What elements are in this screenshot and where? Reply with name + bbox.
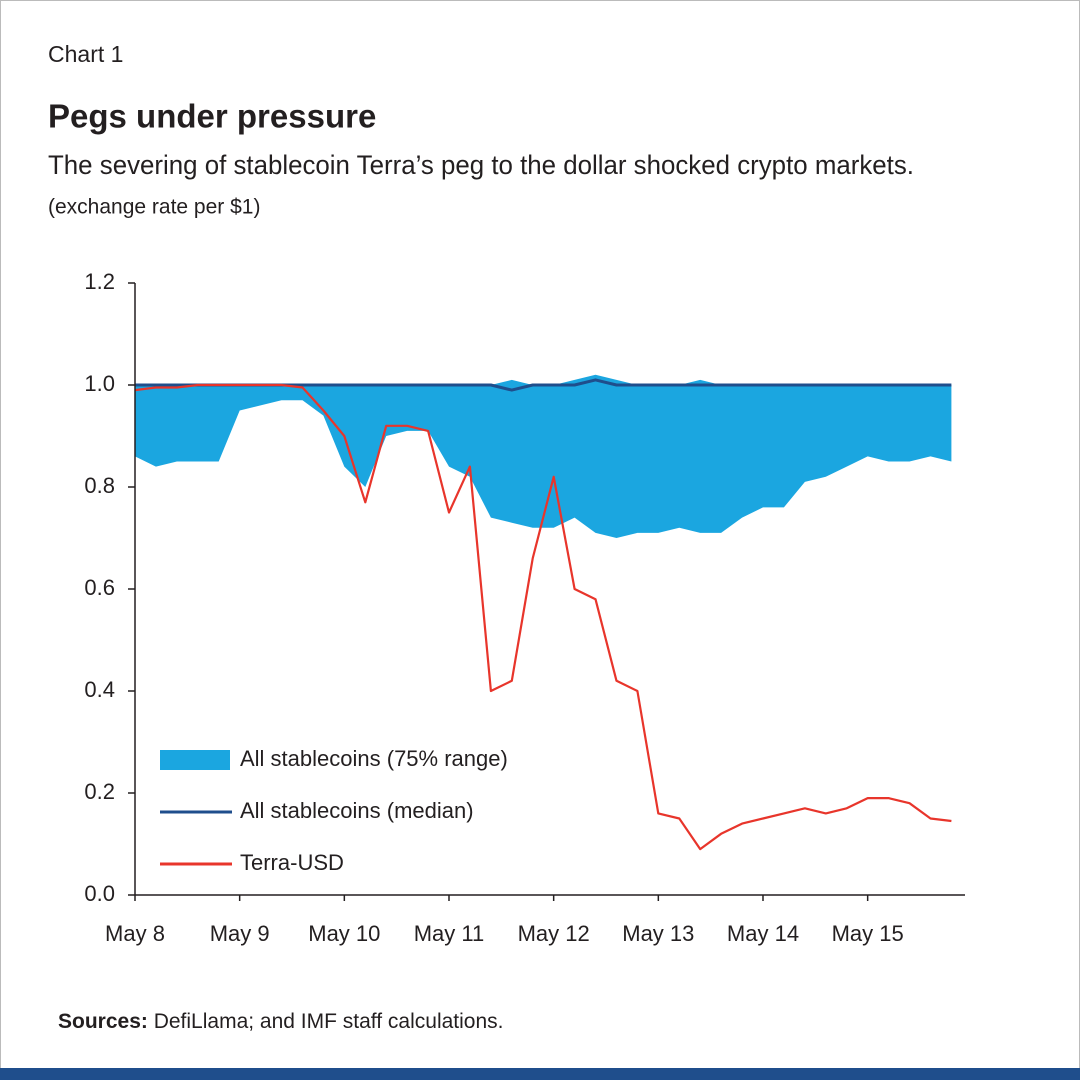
y-tick-label: 0.2 — [84, 779, 115, 804]
unit-label: (exchange rate per $1) — [48, 196, 260, 219]
y-tick-label: 0.4 — [84, 677, 115, 702]
y-tick-label: 1.0 — [84, 371, 115, 396]
source-text: DefiLlama; and IMF staff calculations. — [148, 1010, 504, 1033]
legend-label: All stablecoins (median) — [240, 798, 474, 823]
x-tick-label: May 14 — [727, 921, 799, 946]
y-tick-label: 0.6 — [84, 575, 115, 600]
source-note: Sources: DefiLlama; and IMF staff calcul… — [58, 1010, 503, 1033]
kicker: Chart 1 — [48, 41, 123, 67]
y-tick-label: 0.0 — [84, 881, 115, 906]
legend-label: All stablecoins (75% range) — [240, 746, 508, 771]
x-tick-label: May 11 — [414, 921, 485, 946]
footer-bar — [0, 1068, 1080, 1080]
y-tick-label: 1.2 — [84, 269, 115, 294]
x-tick-label: May 15 — [832, 921, 904, 946]
x-tick-label: May 10 — [308, 921, 380, 946]
legend-swatch — [160, 750, 230, 770]
x-tick-label: May 13 — [622, 921, 694, 946]
x-tick-label: May 9 — [210, 921, 270, 946]
y-tick-label: 0.8 — [84, 473, 115, 498]
chart-subtitle: The severing of stablecoin Terra’s peg t… — [48, 150, 914, 180]
range-area — [135, 374, 952, 538]
chart-title: Pegs under pressure — [48, 98, 376, 135]
legend-label: Terra-USD — [240, 850, 344, 875]
source-label: Sources: — [58, 1010, 148, 1033]
x-tick-label: May 12 — [518, 921, 590, 946]
x-tick-label: May 8 — [105, 921, 165, 946]
series-line — [134, 383, 952, 851]
